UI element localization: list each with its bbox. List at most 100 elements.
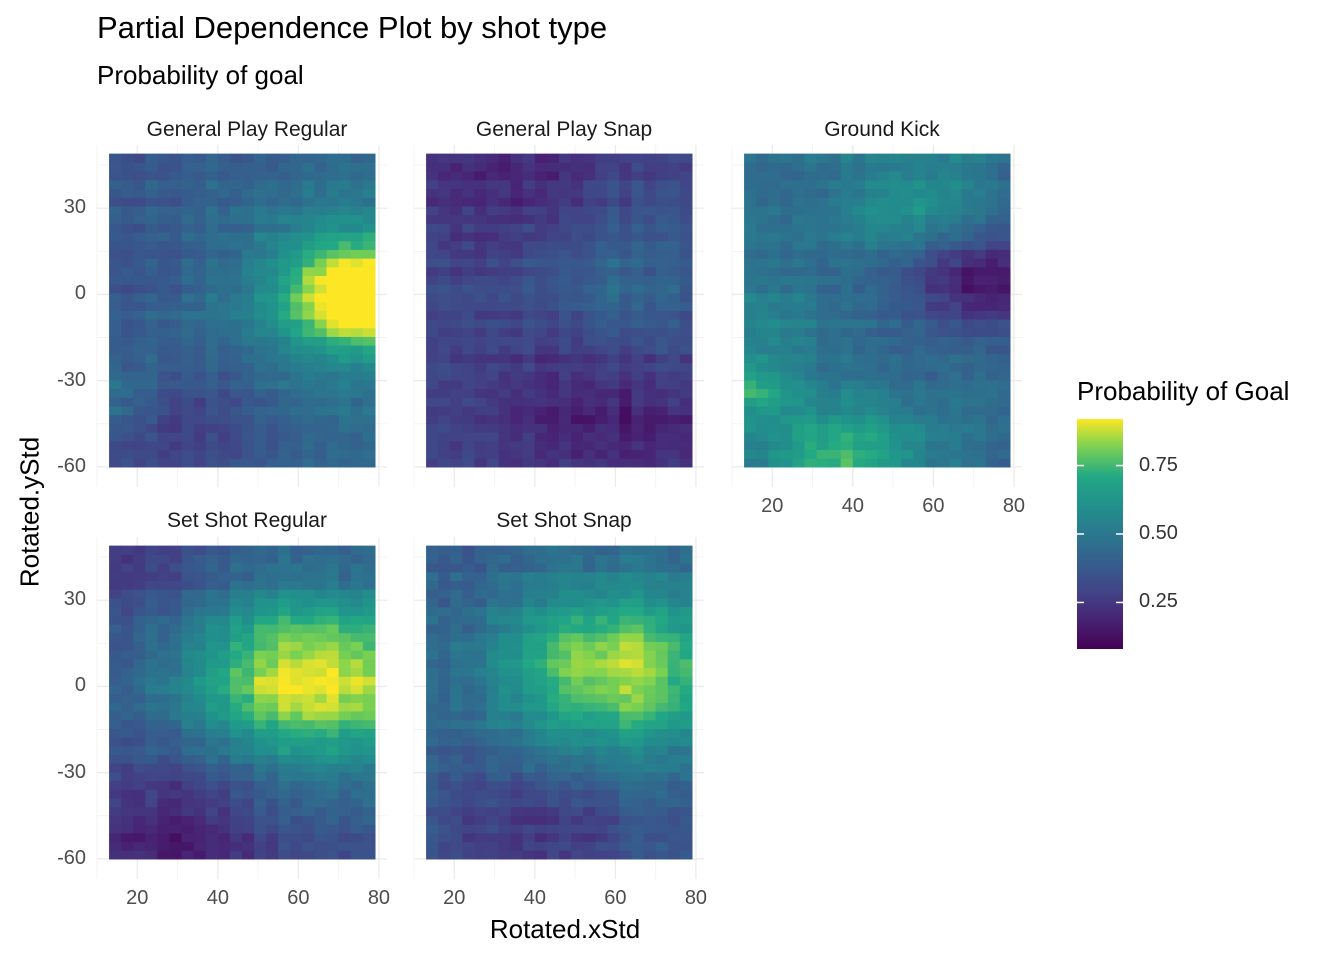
heatmap-tile	[362, 650, 376, 660]
heatmap-tile	[925, 258, 939, 268]
heatmap-tile	[877, 301, 890, 311]
heatmap-tile	[133, 580, 146, 590]
heatmap-tile	[350, 797, 364, 808]
heatmap-tile	[792, 284, 806, 294]
heatmap-tile	[559, 797, 572, 808]
heatmap-tile	[937, 258, 951, 268]
heatmap-tile	[181, 432, 195, 442]
heatmap-tile	[109, 667, 122, 677]
heatmap-tile	[338, 414, 352, 424]
heatmap-tile	[326, 632, 340, 642]
heatmap-tile	[169, 162, 183, 172]
heatmap-tile	[498, 676, 512, 686]
heatmap-tile	[121, 405, 134, 416]
heatmap-tile	[546, 449, 560, 459]
heatmap-tile	[559, 458, 572, 468]
heatmap-tile	[278, 754, 291, 764]
heatmap-tile	[619, 606, 633, 616]
heatmap-tile	[583, 667, 596, 677]
heatmap-tile	[338, 824, 352, 834]
heatmap-tile	[462, 301, 476, 311]
heatmap-tile	[350, 832, 364, 843]
heatmap-tile	[362, 824, 376, 834]
heatmap-tile	[510, 258, 524, 268]
heatmap-tile	[133, 597, 146, 608]
heatmap-tile	[756, 197, 769, 207]
heatmap-tile	[350, 780, 364, 790]
heatmap-tile	[510, 188, 524, 198]
heatmap-tile	[583, 789, 596, 799]
heatmap-tile	[486, 667, 500, 677]
heatmap-tile	[486, 545, 500, 555]
heatmap-tile	[631, 301, 645, 311]
heatmap-tile	[997, 449, 1011, 459]
heatmap-tile	[181, 841, 195, 851]
heatmap-tile	[534, 710, 548, 721]
heatmap-tile	[193, 292, 207, 303]
heatmap-tile	[744, 388, 757, 398]
heatmap-tile	[254, 379, 267, 390]
heatmap-tile	[302, 658, 316, 669]
heatmap-tile	[559, 449, 572, 459]
heatmap-tile	[655, 362, 669, 372]
heatmap-tile	[109, 771, 122, 782]
heatmap-tile	[450, 606, 463, 616]
heatmap-tile	[254, 797, 267, 808]
heatmap-tile	[205, 815, 219, 825]
heatmap-tile	[607, 258, 621, 268]
heatmap-tile	[338, 832, 352, 843]
heatmap-tile	[816, 449, 830, 459]
heatmap-tile	[486, 414, 500, 424]
heatmap-tile	[780, 397, 794, 407]
heatmap-tile	[571, 310, 584, 320]
heatmap-tile	[157, 824, 171, 834]
heatmap-tile	[619, 423, 633, 433]
heatmap-tile	[350, 327, 364, 337]
heatmap-tile	[217, 197, 231, 207]
heatmap-tile	[290, 284, 304, 294]
heatmap-tile	[205, 432, 219, 442]
heatmap-tile	[133, 606, 146, 616]
heatmap-tile	[181, 615, 195, 625]
heatmap-tile	[522, 702, 536, 712]
heatmap-tile	[937, 449, 951, 459]
heatmap-tile	[181, 231, 195, 242]
heatmap-tile	[229, 336, 243, 346]
heatmap-tile	[852, 223, 866, 233]
heatmap-tile	[985, 205, 999, 216]
heatmap-tile	[121, 676, 134, 686]
heatmap-tile	[756, 153, 769, 163]
heatmap-tile	[181, 371, 195, 381]
heatmap-tile	[229, 710, 243, 721]
heatmap-tile	[756, 223, 769, 233]
heatmap-tile	[338, 231, 352, 242]
heatmap-tile	[679, 449, 693, 459]
heatmap-tile	[619, 414, 633, 424]
heatmap-tile	[109, 710, 122, 721]
heatmap-tile	[655, 797, 669, 808]
heatmap-tile	[290, 606, 304, 616]
heatmap-tile	[864, 240, 878, 250]
heatmap-tile	[229, 545, 243, 555]
heatmap-tile	[925, 432, 939, 442]
heatmap-tile	[559, 563, 572, 573]
heatmap-tile	[961, 171, 975, 181]
heatmap-tile	[350, 318, 364, 329]
heatmap-tile	[546, 623, 560, 634]
heatmap-tile	[145, 458, 159, 468]
heatmap-tile	[338, 632, 352, 642]
heatmap-tile	[804, 188, 818, 198]
heatmap-tile	[607, 284, 621, 294]
heatmap-tile	[266, 710, 279, 721]
heatmap-tile	[679, 397, 693, 407]
heatmap-tile	[631, 580, 645, 590]
heatmap-tile	[193, 667, 207, 677]
heatmap-tile	[877, 240, 890, 250]
heatmap-tile	[474, 754, 488, 764]
heatmap-tile	[229, 292, 243, 303]
heatmap-tile	[242, 423, 255, 433]
heatmap-tile	[840, 318, 854, 329]
heatmap-tile	[169, 771, 183, 782]
heatmap-tile	[133, 301, 146, 311]
heatmap-tile	[229, 597, 243, 608]
